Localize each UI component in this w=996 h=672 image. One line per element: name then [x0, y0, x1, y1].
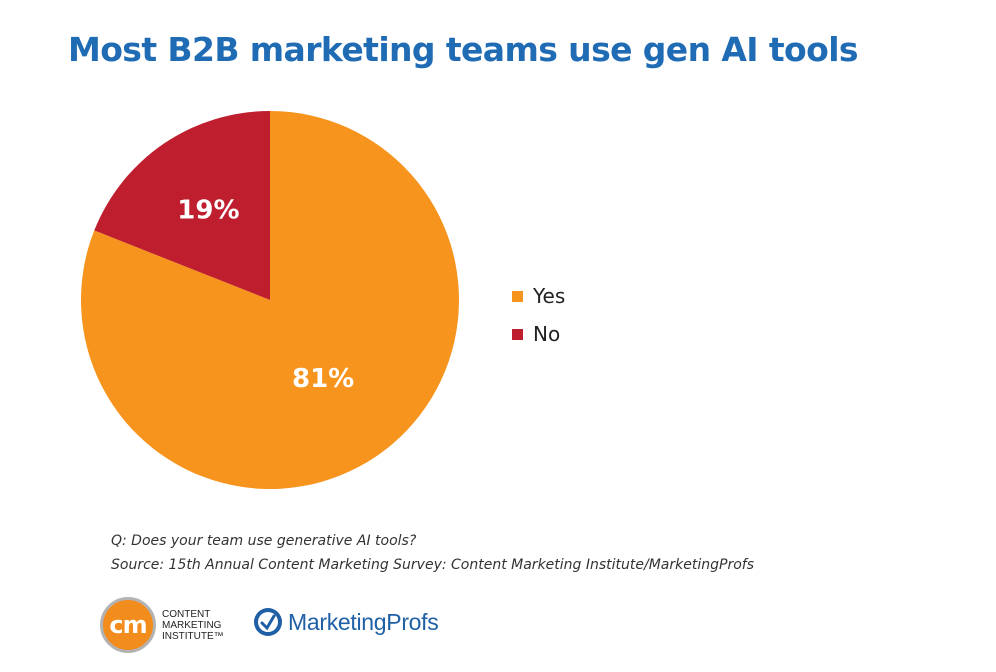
legend-label-yes: Yes — [533, 284, 566, 308]
cmi-logo-name: CONTENT MARKETING INSTITUTE™ — [162, 608, 224, 642]
pie-chart: 81% 19% — [81, 110, 459, 489]
chart-notes: Q: Does your team use generative AI tool… — [111, 529, 754, 577]
cmi-logo: cm CONTENT MARKETING INSTITUTE™ — [100, 597, 252, 653]
legend-label-no: No — [533, 322, 561, 346]
legend-item-yes: Yes — [512, 277, 565, 315]
pie-label-no: 19% — [177, 195, 239, 225]
marketingprofs-name: MarketingProfs — [288, 608, 439, 635]
cmi-logo-letters: cm — [109, 611, 147, 639]
pie-label-yes: 81% — [292, 364, 354, 394]
marketingprofs-logo: MarketingProfs — [253, 607, 439, 637]
survey-question: Q: Does your team use generative AI tool… — [111, 533, 417, 549]
cmi-logo-mark: cm — [100, 597, 156, 653]
legend-swatch-no — [512, 328, 523, 340]
legend-swatch-yes — [512, 290, 523, 302]
chart-legend: Yes No — [512, 277, 565, 353]
marketingprofs-globe-icon — [254, 608, 282, 636]
chart-title: Most B2B marketing teams use gen AI tool… — [68, 30, 859, 69]
pie-slice-no — [94, 110, 270, 301]
legend-item-no: No — [512, 315, 565, 353]
source-note: Source: 15th Annual Content Marketing Su… — [111, 557, 754, 573]
